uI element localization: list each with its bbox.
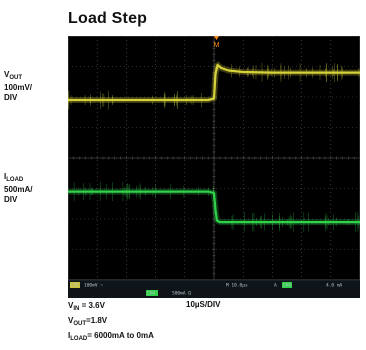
oscilloscope-display: M CH1 100mV ~ M 10.0µs A CH4 4.0 mA CH4 … [68, 36, 360, 298]
scope-plot: M CH1 100mV ~ M 10.0µs A CH4 4.0 mA CH4 … [68, 36, 360, 298]
iload-channel-label: ILOAD 500mA/ DIV [4, 172, 33, 204]
trace-vout [68, 63, 360, 102]
test-conditions: VIN = 3.6V VOUT=1.8V ILOAD= 6000mA to 0m… [68, 300, 154, 345]
vout-channel-label: VOUT 100mV/ DIV [4, 70, 33, 102]
status-trigger-level: 4.0 mA [326, 283, 343, 289]
condition-vin: VIN = 3.6V [68, 301, 105, 312]
graticule-border [68, 36, 360, 280]
status-trigger: A [274, 283, 277, 289]
status-bar: CH1 100mV ~ M 10.0µs A CH4 4.0 mA CH4 50… [68, 279, 360, 298]
trigger-marker: M [214, 36, 220, 49]
traces [68, 61, 360, 233]
status-time-scale: M 10.0µs [226, 283, 248, 289]
status-ch1-scale: 100mV ~ [84, 283, 103, 289]
svg-text:M: M [214, 42, 220, 49]
condition-vout: VOUT=1.8V [68, 316, 108, 327]
status-ch4-tag: CH4 [283, 283, 291, 289]
chart-title: Load Step [68, 10, 148, 27]
condition-iload: ILOAD= 6000mA to 0mA [68, 331, 154, 342]
trace-iload [68, 190, 360, 224]
status-ch1: CH1 [71, 283, 79, 289]
status-ch4: CH4 [147, 291, 155, 297]
graticule [68, 36, 360, 280]
timebase-label: 10µS/DIV [186, 300, 221, 309]
status-ch4-scale: 500mA Ω [172, 291, 191, 297]
